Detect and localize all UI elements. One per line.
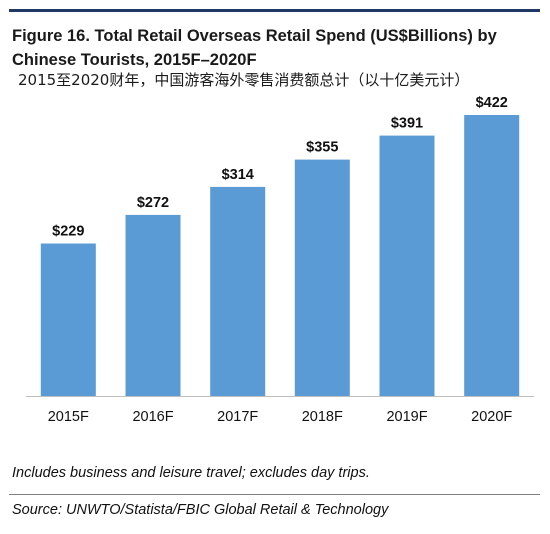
chart-title: Figure 16. Total Retail Overseas Retail … [12,27,497,69]
bar-2017F [210,186,266,396]
footer-rule [9,494,540,495]
data-label-2016F: $272 [137,195,169,211]
bars-group [40,115,520,396]
value-labels-group: $229 $272 $314 $355 $391 $422 [52,95,508,240]
data-label-2020F: $422 [476,95,508,111]
bar-2018F [294,159,350,396]
x-tick-label-2018F: 2018F [302,409,343,425]
chart-note: Includes business and leisure travel; ex… [12,465,370,481]
data-label-2017F: $314 [222,167,254,183]
x-tick-label-2015F: 2015F [48,409,89,425]
x-tick-labels-group: 2015F 2016F 2017F 2018F 2019F 2020F [48,409,513,425]
x-tick-label-2020F: 2020F [471,409,512,425]
title-rule [9,9,540,12]
data-label-2019F: $391 [391,116,423,132]
x-tick-label-2016F: 2016F [132,409,173,425]
x-tick-label-2019F: 2019F [386,409,427,425]
bar-2016F [125,214,181,396]
chart-subtitle: 2015至2020财年，中国游客海外零售消费额总计（以十亿美元计） [18,71,470,89]
bar-2020F [464,115,520,396]
x-tick-label-2017F: 2017F [217,409,258,425]
bar-2015F [40,243,96,396]
chart-source: Source: UNWTO/Statista/FBIC Global Retai… [12,502,389,518]
bar-2019F [379,135,435,396]
data-label-2018F: $355 [306,140,338,156]
data-label-2015F: $229 [52,224,84,240]
